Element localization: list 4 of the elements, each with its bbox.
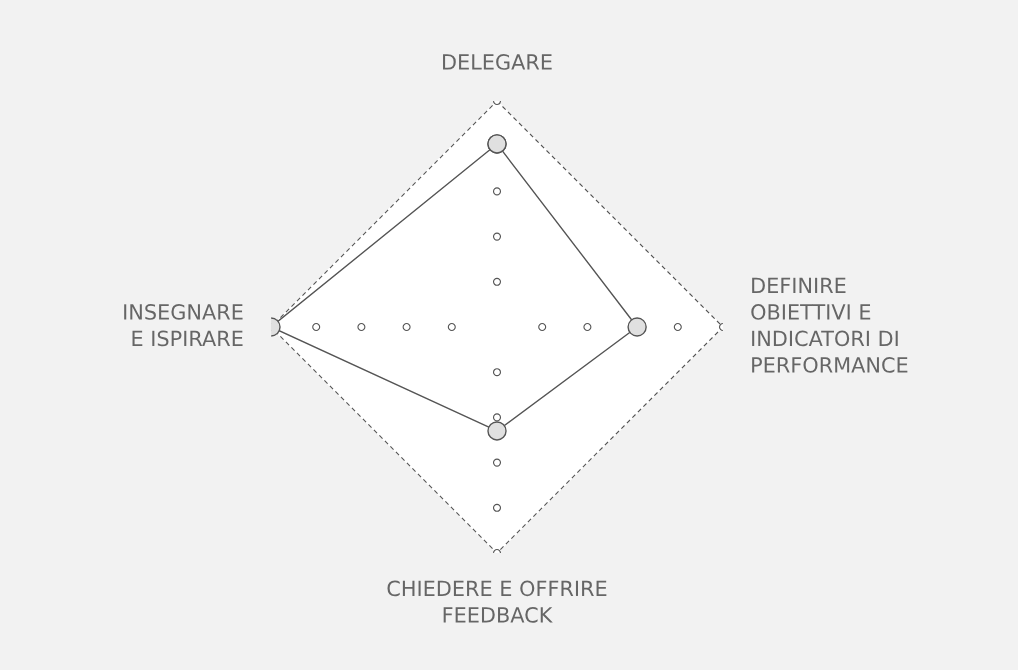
spoke-label: CHIEDERE E OFFRIRE FEEDBACK [387,580,607,623]
spoke-label: DELEGARE [443,54,552,70]
spoke-label: DEFINIRE OBIETTIVI E INDICATORI DI PERFORMANCE [751,277,908,373]
spoke-label: INSEGNARE E ISPIRARE [124,304,243,347]
